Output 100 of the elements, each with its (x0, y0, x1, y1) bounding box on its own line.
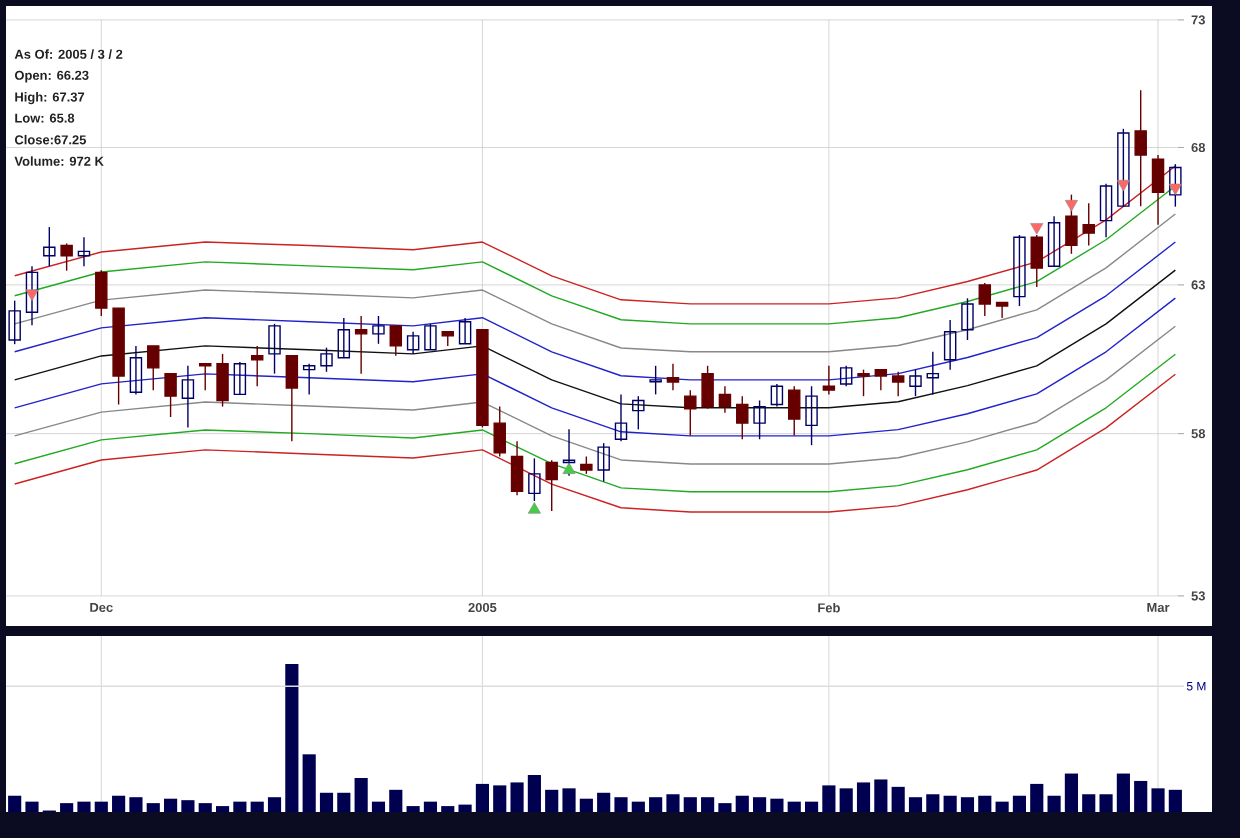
candlestick (839, 365, 853, 387)
candlestick (1013, 234, 1026, 307)
candlestick (458, 317, 472, 345)
bar (371, 801, 386, 812)
candlestick (926, 351, 940, 396)
candlestick (701, 365, 714, 410)
bar (337, 792, 351, 812)
bar (753, 797, 767, 812)
bar (319, 792, 334, 812)
candlestick (822, 365, 836, 396)
candlestick (77, 236, 91, 267)
bar (250, 801, 264, 812)
candlestick (406, 331, 420, 355)
line-series (13, 297, 1177, 437)
candlestick (147, 345, 160, 391)
candlestick (1099, 183, 1113, 238)
candlestick (961, 297, 974, 341)
candlestick (684, 389, 697, 437)
bar (129, 797, 143, 812)
line-series (13, 213, 1177, 353)
bar (804, 801, 819, 812)
bar (683, 797, 697, 812)
candlestick (337, 317, 351, 359)
candlestick (95, 269, 108, 317)
bar (701, 797, 715, 812)
candlestick (632, 395, 645, 431)
candlestick (216, 353, 229, 408)
candlestick (60, 242, 73, 272)
bar (631, 801, 645, 812)
candlestick (198, 362, 212, 391)
bar (77, 801, 91, 812)
bar (267, 797, 282, 812)
candlestick (528, 457, 541, 502)
candlestick (372, 315, 385, 345)
candlestick (753, 399, 766, 440)
candlestick (302, 362, 316, 396)
bar (354, 777, 368, 812)
point (1116, 179, 1130, 192)
bar (1168, 789, 1182, 812)
candlestick (1030, 234, 1044, 288)
bar (978, 795, 992, 812)
candlestick (389, 325, 403, 357)
candlestick (943, 319, 957, 371)
bar (389, 789, 403, 812)
candlestick (129, 345, 143, 396)
bar (285, 664, 299, 812)
bar (441, 806, 455, 812)
bar (60, 803, 74, 812)
bar (423, 801, 438, 812)
bar (94, 801, 108, 812)
candlestick (320, 346, 333, 373)
candlestick (354, 315, 368, 375)
line-series (13, 325, 1177, 465)
point (527, 502, 541, 514)
bar (198, 803, 212, 812)
bar (1099, 794, 1113, 812)
candlestick (1151, 154, 1165, 226)
line-series (13, 241, 1177, 381)
candlestick (424, 323, 437, 351)
bar (493, 785, 507, 812)
point (562, 462, 576, 474)
bar (874, 779, 888, 812)
candlestick (978, 282, 992, 317)
bar (960, 797, 975, 812)
bar (649, 797, 663, 812)
point (1168, 183, 1182, 196)
candlestick (1169, 163, 1182, 208)
candlestick (181, 365, 195, 429)
bar (112, 795, 126, 812)
candlestick (268, 323, 281, 375)
candlestick (164, 372, 177, 418)
line-series (13, 165, 1177, 305)
point (1064, 200, 1078, 212)
bar (943, 795, 957, 812)
candlestick (1047, 215, 1061, 267)
point (25, 289, 39, 301)
candlestick (857, 368, 870, 397)
bar (1082, 794, 1096, 812)
point (1030, 223, 1044, 235)
bar (215, 806, 230, 812)
candlestick (805, 385, 818, 446)
bar (233, 801, 247, 812)
candlestick (736, 395, 749, 440)
candlestick (250, 345, 264, 387)
bar (1012, 795, 1027, 812)
bar (406, 806, 420, 812)
candlestick (718, 385, 732, 414)
bar (8, 795, 22, 812)
bar (475, 783, 489, 812)
bar (666, 794, 680, 812)
bar (787, 801, 801, 812)
candlestick (614, 393, 628, 442)
candlestick (233, 361, 247, 396)
bar (1134, 780, 1148, 812)
candlestick (285, 354, 299, 442)
candlestick (545, 459, 558, 512)
bar (510, 782, 524, 812)
bar (527, 775, 541, 812)
candlestick (891, 371, 905, 397)
candlestick (1082, 202, 1095, 247)
